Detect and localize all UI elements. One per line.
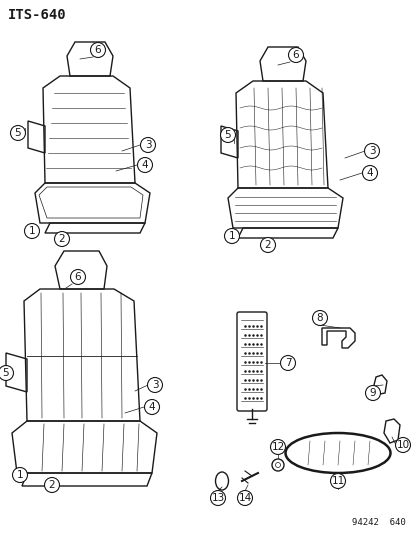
Circle shape xyxy=(365,385,380,400)
Circle shape xyxy=(137,157,152,173)
Circle shape xyxy=(90,43,105,58)
Circle shape xyxy=(0,366,14,381)
Text: 2: 2 xyxy=(264,240,271,250)
Text: 10: 10 xyxy=(396,440,408,450)
Text: 7: 7 xyxy=(284,358,291,368)
Text: 6: 6 xyxy=(95,45,101,55)
Text: ITS-640: ITS-640 xyxy=(8,8,66,22)
Text: 4: 4 xyxy=(141,160,148,170)
Circle shape xyxy=(362,166,377,181)
Circle shape xyxy=(330,473,345,489)
Text: 4: 4 xyxy=(366,168,373,178)
Text: 5: 5 xyxy=(224,130,231,140)
Text: 14: 14 xyxy=(238,493,251,503)
Circle shape xyxy=(260,238,275,253)
Text: 1: 1 xyxy=(228,231,235,241)
Circle shape xyxy=(363,143,379,158)
Text: 6: 6 xyxy=(292,50,299,60)
Text: 5: 5 xyxy=(2,368,9,378)
Circle shape xyxy=(140,138,155,152)
Text: 9: 9 xyxy=(369,388,375,398)
Circle shape xyxy=(224,229,239,244)
Text: 3: 3 xyxy=(151,380,158,390)
Text: 4: 4 xyxy=(148,402,155,412)
Text: 1: 1 xyxy=(28,226,35,236)
Text: 13: 13 xyxy=(211,493,224,503)
Circle shape xyxy=(394,438,410,453)
Circle shape xyxy=(70,270,85,285)
Circle shape xyxy=(270,440,285,455)
Text: 3: 3 xyxy=(368,146,375,156)
Circle shape xyxy=(147,377,162,392)
Circle shape xyxy=(312,311,327,326)
Circle shape xyxy=(144,400,159,415)
Text: 12: 12 xyxy=(271,442,284,452)
Circle shape xyxy=(280,356,295,370)
Circle shape xyxy=(44,478,59,492)
Text: 2: 2 xyxy=(49,480,55,490)
Circle shape xyxy=(55,231,69,246)
Text: 11: 11 xyxy=(330,476,344,486)
Circle shape xyxy=(237,490,252,505)
Circle shape xyxy=(10,125,26,141)
Text: 6: 6 xyxy=(74,272,81,282)
Circle shape xyxy=(12,467,27,482)
Circle shape xyxy=(288,47,303,62)
Circle shape xyxy=(220,127,235,142)
Circle shape xyxy=(210,490,225,505)
Text: 2: 2 xyxy=(59,234,65,244)
Circle shape xyxy=(24,223,39,238)
Text: 1: 1 xyxy=(17,470,23,480)
Text: 94242  640: 94242 640 xyxy=(351,518,405,527)
Text: 8: 8 xyxy=(316,313,323,323)
Text: 5: 5 xyxy=(14,128,21,138)
Text: 3: 3 xyxy=(144,140,151,150)
